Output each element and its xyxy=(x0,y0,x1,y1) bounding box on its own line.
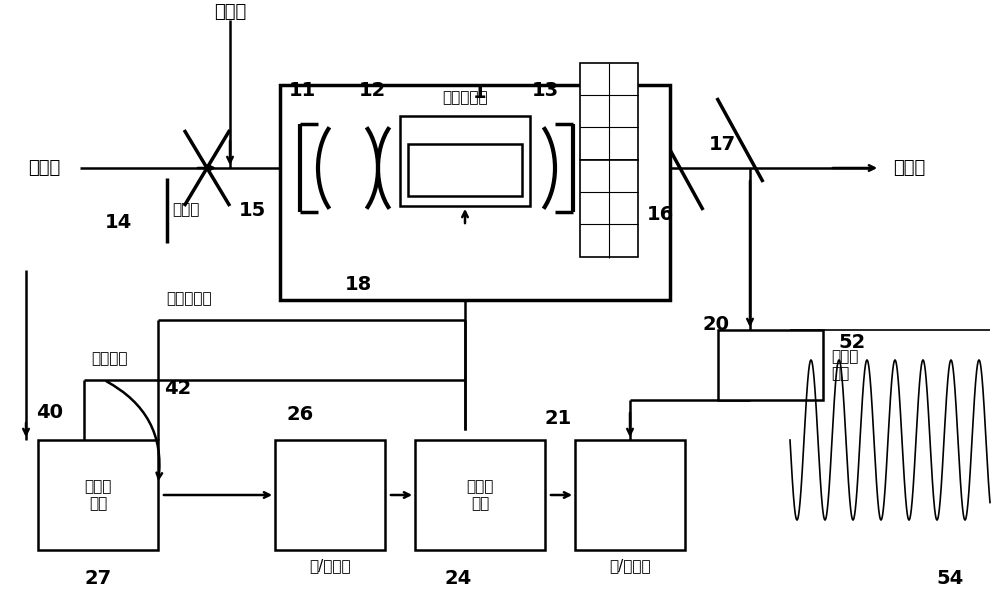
Bar xyxy=(38,440,158,550)
Text: 18: 18 xyxy=(344,276,372,294)
Text: 14: 14 xyxy=(104,213,132,232)
Text: 17: 17 xyxy=(708,135,736,155)
Text: 16: 16 xyxy=(646,205,674,225)
Bar xyxy=(408,144,522,196)
Text: 数/模转换: 数/模转换 xyxy=(309,559,351,574)
Text: 52: 52 xyxy=(838,332,866,352)
Text: 27: 27 xyxy=(84,568,112,588)
Text: 42: 42 xyxy=(164,379,192,397)
Text: 24: 24 xyxy=(444,568,472,588)
Text: 12: 12 xyxy=(358,81,386,99)
Text: 压缩光: 压缩光 xyxy=(893,159,925,177)
Text: 非线性晶体: 非线性晶体 xyxy=(442,90,488,105)
Text: 20: 20 xyxy=(702,315,730,335)
Text: 泵浦光: 泵浦光 xyxy=(28,159,60,177)
Bar xyxy=(575,440,685,550)
Text: 54: 54 xyxy=(936,568,964,588)
Bar xyxy=(280,85,670,300)
Text: 40: 40 xyxy=(36,403,64,421)
Text: 光电探
测器: 光电探 测器 xyxy=(831,349,858,381)
Text: 中央处
理器: 中央处 理器 xyxy=(466,479,494,511)
Text: 温度控制: 温度控制 xyxy=(92,351,128,366)
Text: 21: 21 xyxy=(544,409,572,427)
Bar xyxy=(580,63,638,160)
Text: 光开关: 光开关 xyxy=(172,202,199,217)
Text: 15: 15 xyxy=(238,200,266,220)
Bar xyxy=(415,440,545,550)
Bar xyxy=(400,116,530,206)
Text: 1: 1 xyxy=(473,82,487,102)
Text: 信号光: 信号光 xyxy=(214,3,246,21)
Text: 13: 13 xyxy=(531,81,559,99)
Bar xyxy=(718,330,823,400)
Text: 控温炉温度: 控温炉温度 xyxy=(166,291,212,306)
Bar xyxy=(275,440,385,550)
Bar xyxy=(580,160,638,257)
Text: 温度控
制器: 温度控 制器 xyxy=(84,479,112,511)
Text: 11: 11 xyxy=(288,81,316,99)
Text: 26: 26 xyxy=(286,406,314,424)
Text: 模/数转换: 模/数转换 xyxy=(609,559,651,574)
